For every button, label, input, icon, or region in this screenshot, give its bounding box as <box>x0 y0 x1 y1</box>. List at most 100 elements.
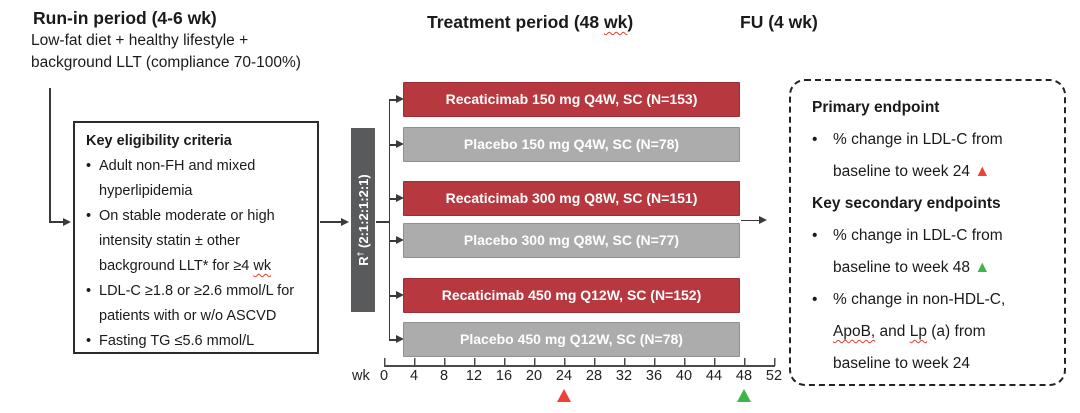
branch-line-5 <box>388 295 397 297</box>
randomization-bar: R† (2:1:2:1:2:1) <box>351 128 375 312</box>
bullet-icon: • <box>86 283 92 299</box>
secondary-bullet-1-cont: baseline to week 48 ▲ <box>812 252 1054 284</box>
endpoint-text: % change in non-HDL-C, <box>833 291 1006 308</box>
primary-bullet-1: • % change in LDL-C from <box>812 124 1054 156</box>
eligibility-bullet-2: • On stable moderate or high <box>86 204 311 229</box>
branch-arrowhead-icon <box>395 236 404 244</box>
treatment-title-close: ) <box>627 12 634 32</box>
bullet-icon: • <box>86 208 92 224</box>
week-axis-line <box>384 365 775 367</box>
branch-line-6 <box>388 339 397 341</box>
week-tick-label: 44 <box>705 368 723 384</box>
randomization-r: R <box>356 256 372 266</box>
randomization-label: R† (2:1:2:1:2:1) <box>355 174 371 265</box>
branch-trunk <box>388 99 390 341</box>
primary-bullet-1-cont: baseline to week 24 ▲ <box>812 156 1054 188</box>
connector-runin-vertical <box>49 88 51 222</box>
week-tick-label: 28 <box>585 368 603 384</box>
bullet-icon: • <box>812 131 818 148</box>
endpoint-text: and <box>875 323 910 340</box>
week-tick-label: 16 <box>495 368 513 384</box>
endpoint-text: baseline to week 48 <box>833 259 975 276</box>
run-in-period-title: Run-in period (4-6 wk) <box>33 8 217 28</box>
dagger-icon: † <box>354 251 365 257</box>
week-24-inline-marker-icon: ▲ <box>974 163 991 180</box>
week-tick-label: 52 <box>765 368 783 384</box>
endpoint-wavy-word: ApoB, <box>833 323 876 340</box>
secondary-bullet-1: • % change in LDL-C from <box>812 220 1054 252</box>
connector-to-endpoints <box>741 219 760 221</box>
eligibility-bullet-3: • LDL-C ≥1.8 or ≥2.6 mmol/L for <box>86 279 311 304</box>
randomization-ratio: (2:1:2:1:2:1) <box>356 174 372 252</box>
run-in-subtitle-line1: Low-fat diet + healthy lifestyle + <box>31 32 249 49</box>
eligibility-text: Adult non-FH and mixed <box>99 158 256 174</box>
arm-placebo-150: Placebo 150 mg Q4W, SC (N=78) <box>403 127 740 162</box>
week-tick-label: 36 <box>645 368 663 384</box>
secondary-bullet-2-cont2: baseline to week 24 <box>833 355 971 372</box>
branch-arrowhead-icon <box>395 291 404 299</box>
treatment-title-text: Treatment period (48 <box>427 12 604 32</box>
eligibility-bullet-3-cont: patients with or w/o ASCVD <box>99 308 277 324</box>
branch-line-2 <box>388 144 397 146</box>
bullet-icon: • <box>86 158 92 174</box>
arm-recaticimab-300: Recaticimab 300 mg Q8W, SC (N=151) <box>403 181 740 216</box>
endpoint-text: baseline to week 24 <box>833 163 975 180</box>
week-tick-label: 12 <box>465 368 483 384</box>
week-tick-label: 8 <box>439 368 449 384</box>
branch-line-1 <box>388 99 397 101</box>
bullet-icon: • <box>86 333 92 349</box>
week-axis-numbers: 0 4 8 12 16 20 24 28 32 36 40 44 48 52 <box>369 368 789 384</box>
week-24-marker-icon <box>556 389 571 402</box>
eligibility-text: background LLT* for ≥4 <box>99 258 254 274</box>
arm-placebo-450: Placebo 450 mg Q12W, SC (N=78) <box>403 322 740 357</box>
week-tick-label: 48 <box>735 368 753 384</box>
eligibility-bullet-2-cont2: background LLT* for ≥4 wk <box>86 254 311 279</box>
week-axis-unit-label: wk <box>352 368 370 384</box>
connector-runin-arrowhead-icon <box>63 217 71 226</box>
eligibility-bullet-1-cont: hyperlipidemia <box>99 183 193 199</box>
week-tick-label: 0 <box>379 368 389 384</box>
branch-stem <box>376 221 389 223</box>
eligibility-text: LDL-C ≥1.8 or ≥2.6 mmol/L for <box>99 283 295 299</box>
secondary-endpoints-title: Key secondary endpoints <box>812 195 1001 212</box>
primary-endpoint-title: Primary endpoint <box>812 99 940 116</box>
branch-arrowhead-icon <box>395 335 404 343</box>
arm-recaticimab-450: Recaticimab 450 mg Q12W, SC (N=152) <box>403 278 740 313</box>
eligibility-bullet-1: • Adult non-FH and mixed <box>86 154 311 179</box>
eligibility-text: Fasting TG ≤5.6 mmol/L <box>99 333 255 349</box>
run-in-subtitle-line2: background LLT (compliance 70-100%) <box>31 54 301 71</box>
treatment-title-wavy-word: wk <box>604 12 628 32</box>
connector-to-randomization-arrowhead-icon <box>341 217 349 226</box>
endpoint-text: (a) from <box>926 323 986 340</box>
week-48-marker-icon <box>736 389 751 402</box>
week-tick-label: 20 <box>525 368 543 384</box>
endpoint-text: % change in LDL-C from <box>833 227 1003 244</box>
eligibility-bullet-2-cont1: intensity statin ± other <box>99 233 240 249</box>
follow-up-title: FU (4 wk) <box>740 12 818 32</box>
arm-placebo-300: Placebo 300 mg Q8W, SC (N=77) <box>403 223 740 258</box>
week-tick-label: 32 <box>615 368 633 384</box>
week-48-inline-marker-icon: ▲ <box>974 259 991 276</box>
endpoint-wavy-word: Lp <box>909 323 927 340</box>
branch-line-3 <box>388 198 397 200</box>
branch-arrowhead-icon <box>395 95 404 103</box>
endpoints-box: Primary endpoint • % change in LDL-C from… <box>789 79 1066 386</box>
arm-recaticimab-150: Recaticimab 150 mg Q4W, SC (N=153) <box>403 82 740 117</box>
treatment-period-title: Treatment period (48 wk) <box>427 12 633 33</box>
eligibility-wavy-word: wk <box>253 258 272 274</box>
bullet-icon: • <box>812 291 818 308</box>
connector-to-endpoints-arrowhead-icon <box>759 215 767 224</box>
connector-to-randomization <box>320 221 342 223</box>
week-tick-label: 24 <box>555 368 573 384</box>
eligibility-text: On stable moderate or high <box>99 208 275 224</box>
branch-arrowhead-icon <box>395 140 404 148</box>
bullet-icon: • <box>812 227 818 244</box>
week-tick-label: 40 <box>675 368 693 384</box>
branch-line-4 <box>388 240 397 242</box>
week-tick-label: 4 <box>409 368 419 384</box>
eligibility-bullet-4: • Fasting TG ≤5.6 mmol/L <box>86 329 311 354</box>
endpoint-text: % change in LDL-C from <box>833 131 1003 148</box>
secondary-bullet-2-cont1: ApoB, and Lp (a) from <box>812 316 1054 348</box>
secondary-bullet-2: • % change in non-HDL-C, <box>812 284 1054 316</box>
